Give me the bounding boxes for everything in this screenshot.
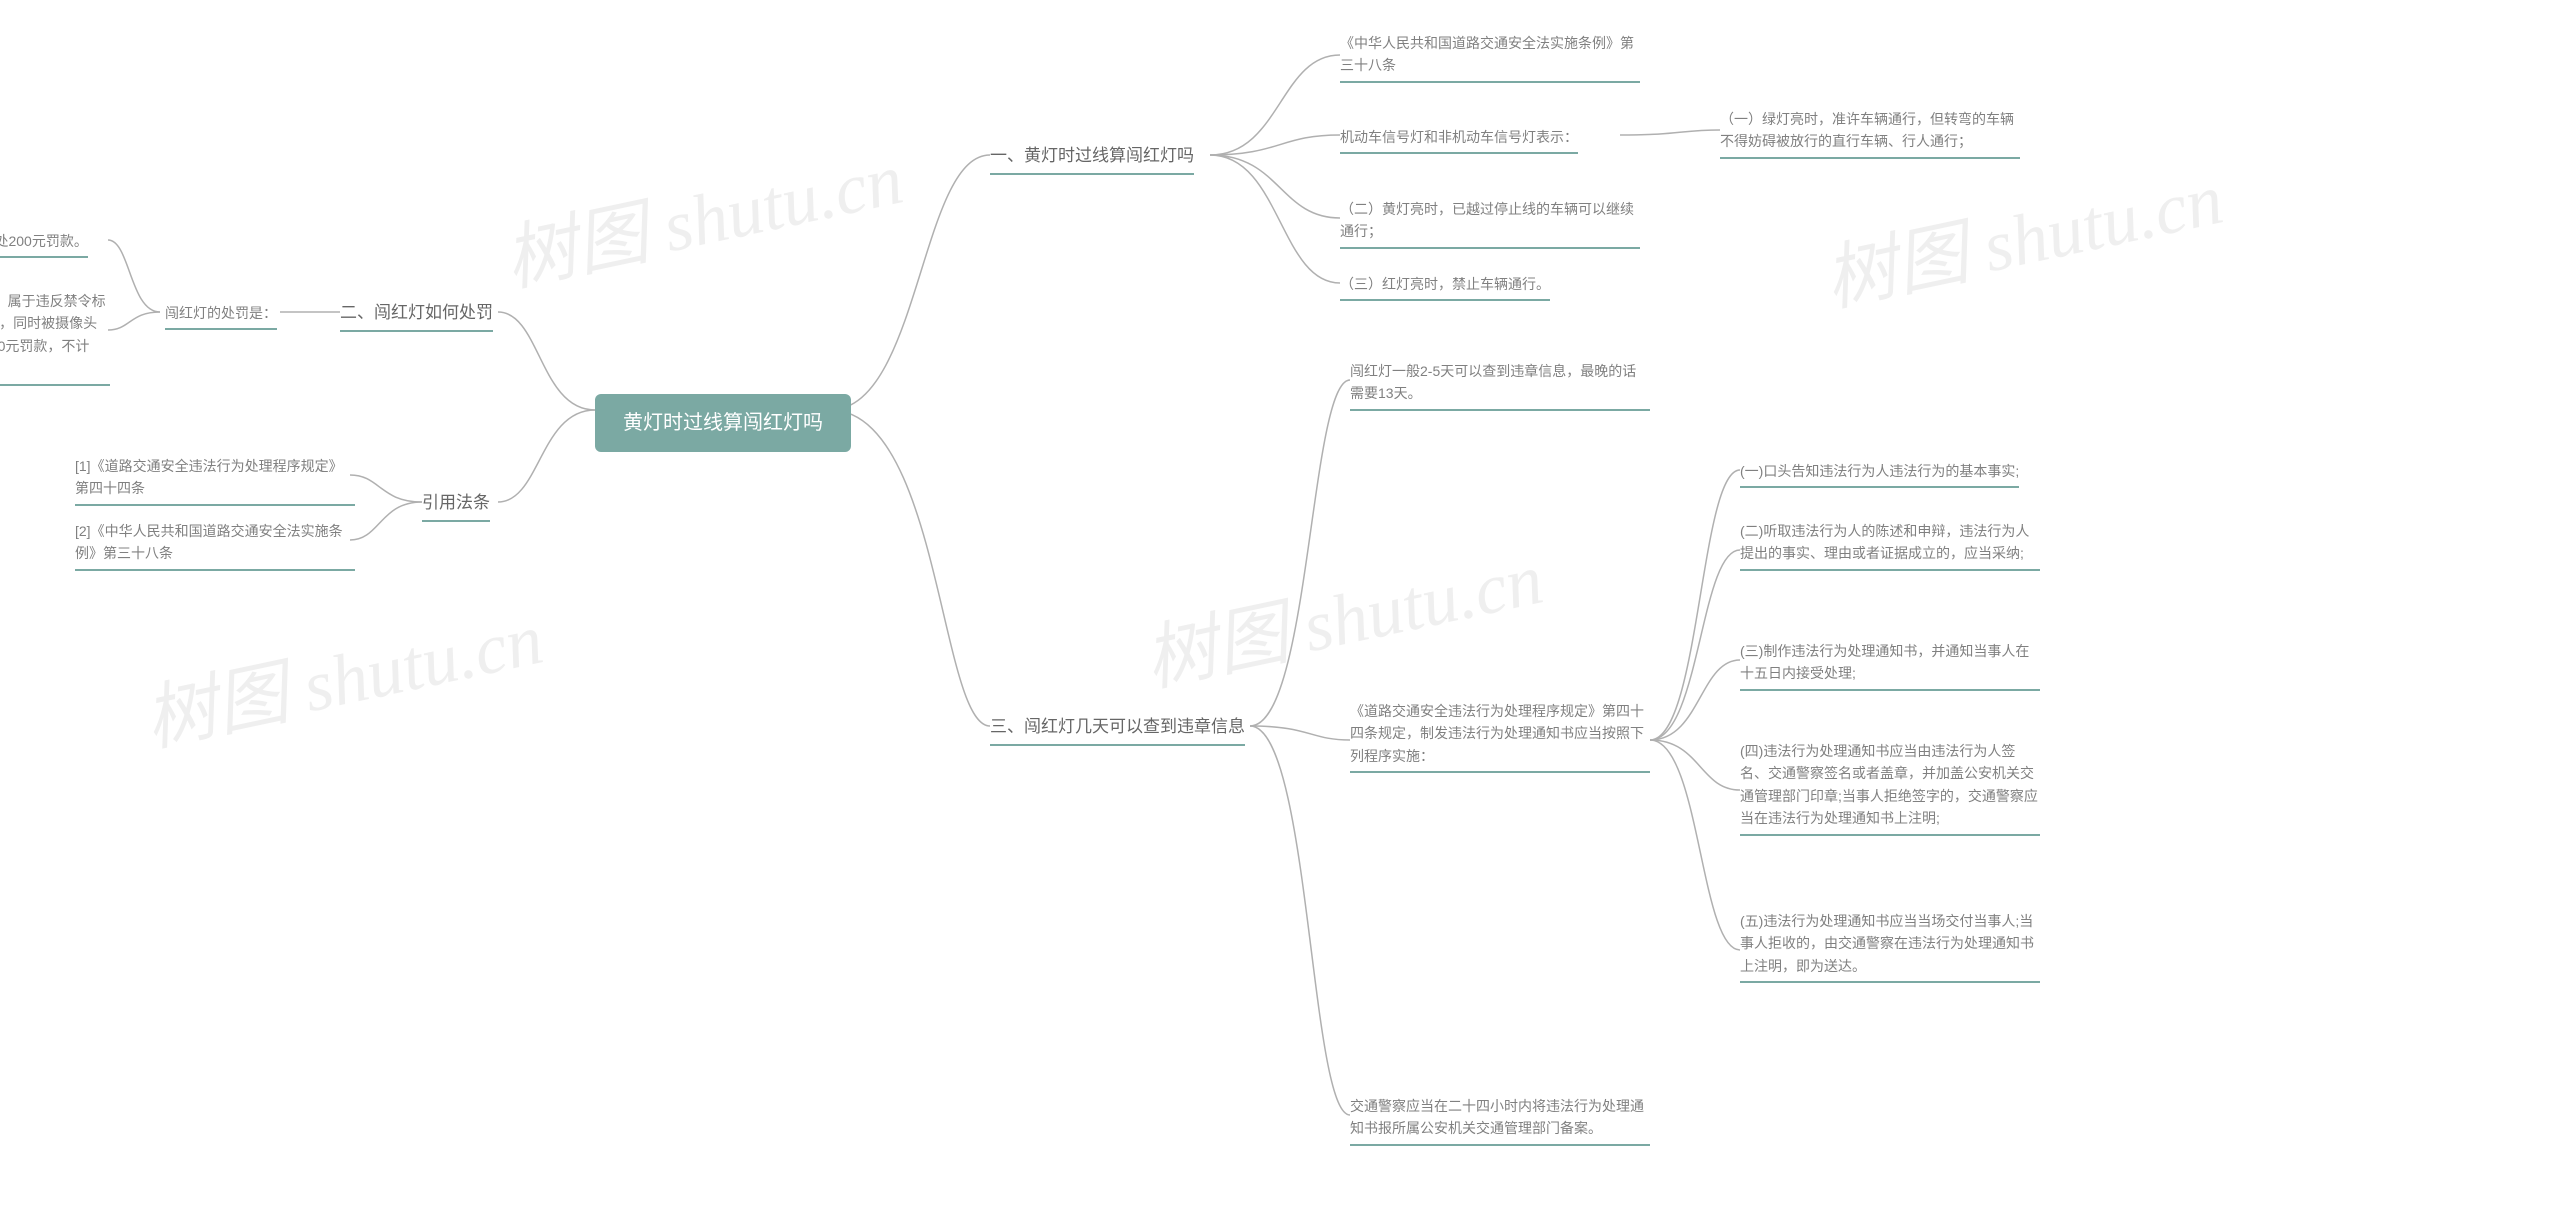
watermark: 树图 shutu.cn (493, 119, 910, 306)
branch-citations[interactable]: 引用法条 (422, 490, 490, 522)
watermark: 树图 shutu.cn (133, 579, 550, 766)
leaf-penalty-2: 2.若出现直行道左转等路口违法，属于违反禁令标志的，一次记3分，处200元罚款，… (0, 290, 110, 386)
leaf-regulation-38: 《中华人民共和国道路交通安全法实施条例》第三十八条 (1340, 32, 1640, 83)
leaf-green-light: （一）绿灯亮时，准许车辆通行，但转弯的车辆不得妨碍被放行的直行车辆、行人通行； (1720, 108, 2020, 159)
leaf-penalty-1: 1.一次记6分，处200元罚款。 (0, 230, 88, 258)
branch-yellow-light[interactable]: 一、黄灯时过线算闯红灯吗 (990, 143, 1194, 175)
leaf-proc-2: (二)听取违法行为人的陈述和申辩，违法行为人提出的事实、理由或者证据成立的，应当… (1740, 520, 2040, 571)
leaf-cite-2: [2]《中华人民共和国道路交通安全法实施条例》第三十八条 (75, 520, 355, 571)
watermark: 树图 shutu.cn (1813, 139, 2230, 326)
leaf-article-44: 《道路交通安全违法行为处理程序规定》第四十四条规定，制发违法行为处理通知书应当按… (1350, 700, 1650, 773)
leaf-yellow-light-rule: （二）黄灯亮时，已越过停止线的车辆可以继续通行； (1340, 198, 1640, 249)
leaf-proc-5: (五)违法行为处理通知书应当当场交付当事人;当事人拒收的，由交通警察在违法行为处… (1740, 910, 2040, 983)
root-node[interactable]: 黄灯时过线算闯红灯吗 (595, 394, 851, 452)
leaf-proc-3: (三)制作违法行为处理通知书，并通知当事人在十五日内接受处理; (1740, 640, 2040, 691)
leaf-cite-1: [1]《道路交通安全违法行为处理程序规定》第四十四条 (75, 455, 355, 506)
connectors (0, 0, 2560, 1229)
branch-query-time[interactable]: 三、闯红灯几天可以查到违章信息 (990, 714, 1245, 746)
leaf-query-days: 闯红灯一般2-5天可以查到违章信息，最晚的话需要13天。 (1350, 360, 1650, 411)
leaf-proc-4: (四)违法行为处理通知书应当由违法行为人签名、交通警察签名或者盖章，并加盖公安机… (1740, 740, 2040, 836)
watermark: 树图 shutu.cn (1133, 519, 1550, 706)
branch-penalty[interactable]: 二、闯红灯如何处罚 (340, 300, 493, 332)
leaf-signal-meaning: 机动车信号灯和非机动车信号灯表示： (1340, 126, 1578, 154)
leaf-red-light-rule: （三）红灯亮时，禁止车辆通行。 (1340, 273, 1550, 301)
leaf-proc-1: (一)口头告知违法行为人违法行为的基本事实; (1740, 460, 2019, 488)
leaf-24h-report: 交通警察应当在二十四小时内将违法行为处理通知书报所属公安机关交通管理部门备案。 (1350, 1095, 1650, 1146)
leaf-penalty-intro: 闯红灯的处罚是： (165, 302, 277, 330)
